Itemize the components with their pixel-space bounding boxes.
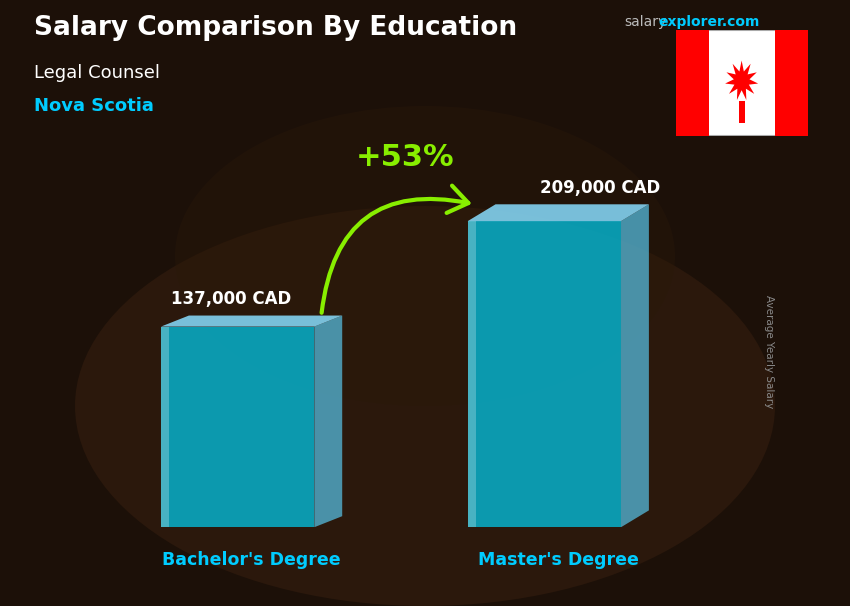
- Text: 209,000 CAD: 209,000 CAD: [540, 179, 660, 197]
- Text: salary: salary: [625, 15, 667, 29]
- Ellipse shape: [175, 106, 675, 406]
- Text: Salary Comparison By Education: Salary Comparison By Education: [34, 15, 517, 41]
- Polygon shape: [161, 327, 314, 527]
- Text: Nova Scotia: Nova Scotia: [34, 97, 154, 115]
- Ellipse shape: [75, 206, 775, 606]
- Bar: [774, 30, 808, 136]
- Polygon shape: [725, 61, 758, 100]
- Bar: [676, 30, 709, 136]
- Text: Master's Degree: Master's Degree: [478, 551, 638, 568]
- Polygon shape: [468, 204, 649, 221]
- Text: Legal Counsel: Legal Counsel: [34, 64, 160, 82]
- Polygon shape: [468, 221, 476, 527]
- Text: explorer.com: explorer.com: [659, 15, 760, 29]
- Text: Average Yearly Salary: Average Yearly Salary: [764, 295, 774, 408]
- Polygon shape: [161, 327, 169, 527]
- Text: 137,000 CAD: 137,000 CAD: [171, 290, 291, 308]
- Polygon shape: [621, 204, 649, 527]
- Text: +53%: +53%: [355, 143, 454, 172]
- FancyArrowPatch shape: [321, 185, 468, 313]
- Polygon shape: [468, 221, 621, 527]
- Polygon shape: [161, 316, 343, 327]
- Text: Bachelor's Degree: Bachelor's Degree: [162, 551, 341, 568]
- Bar: [739, 101, 745, 123]
- Polygon shape: [314, 316, 343, 527]
